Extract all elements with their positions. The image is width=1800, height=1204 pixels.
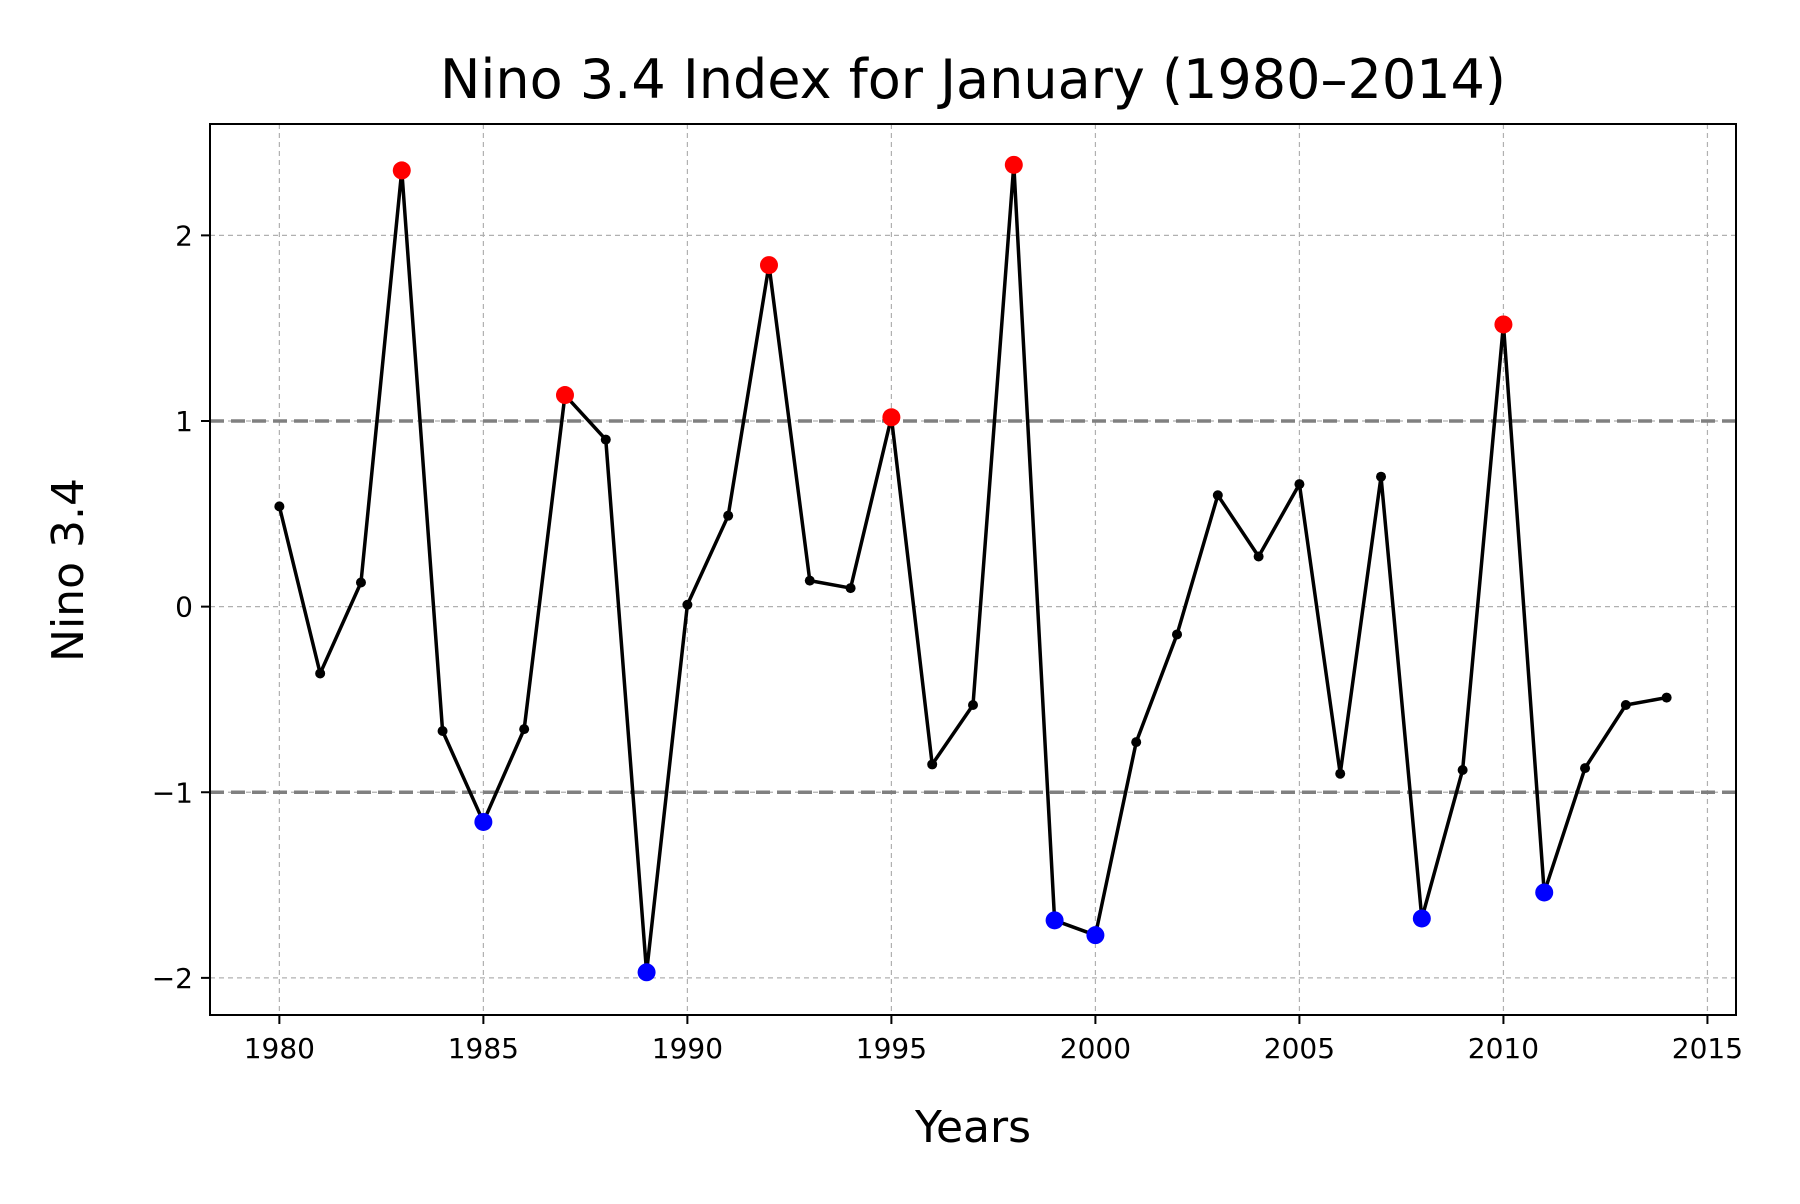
data-point: [1294, 479, 1305, 490]
data-point-la-nina: [474, 812, 493, 831]
data-point-la-nina: [1045, 911, 1064, 930]
series-polyline: [277, 163, 1667, 975]
x-axis-title: Years: [914, 1102, 1031, 1153]
data-point: [1580, 763, 1591, 774]
data-point: [968, 700, 978, 711]
data-point: [1131, 737, 1142, 748]
x-tick-label: 1995: [856, 1032, 927, 1065]
plot-frame: [209, 123, 1737, 1016]
y-tick-label: 2: [175, 219, 193, 252]
x-tick-label: 2005: [1264, 1032, 1335, 1065]
data-point: [355, 577, 366, 588]
data-point-el-nino: [555, 386, 574, 405]
data-point-la-nina: [1086, 926, 1105, 945]
data-point: [845, 583, 856, 594]
data-point: [1457, 764, 1468, 775]
data-point: [723, 510, 734, 521]
data-point: [274, 501, 285, 512]
data-point: [600, 434, 611, 445]
data-point-la-nina: [637, 963, 656, 982]
data-point-el-nino: [882, 408, 901, 427]
y-ticks: −2 −1 0 1 2: [152, 219, 210, 995]
data-point-el-nino: [392, 161, 411, 180]
data-point: [1253, 551, 1264, 562]
data-point: [1620, 700, 1631, 711]
data-points: [274, 155, 1672, 982]
chart-title: Nino 3.4 Index for January (1980–2014): [440, 48, 1506, 111]
data-point-el-nino: [1004, 155, 1023, 174]
x-tick-label: 2000: [1060, 1032, 1131, 1065]
data-point: [1335, 768, 1346, 779]
data-point-el-nino: [1494, 315, 1513, 334]
data-point: [682, 599, 693, 610]
y-tick-label: 1: [175, 405, 193, 438]
x-tick-label: 2015: [1672, 1032, 1743, 1065]
data-point: [1172, 629, 1183, 640]
x-tick-label: 1985: [448, 1032, 519, 1065]
data-point: [1212, 490, 1223, 501]
x-tick-label: 2010: [1468, 1032, 1539, 1065]
data-point: [519, 724, 530, 735]
data-point: [1376, 471, 1387, 482]
data-point-el-nino: [759, 256, 778, 275]
series-line: [277, 163, 1667, 975]
y-tick-label: 0: [175, 591, 193, 624]
data-point: [804, 575, 815, 586]
data-point-la-nina: [1535, 883, 1554, 902]
grid: [210, 124, 1736, 1015]
y-tick-label: −1: [152, 776, 193, 809]
y-tick-label: −2: [152, 962, 193, 995]
x-tick-label: 1990: [652, 1032, 723, 1065]
threshold-lines: [210, 419, 1736, 794]
data-point: [927, 759, 938, 770]
data-point: [315, 668, 326, 679]
x-ticks: 1980 1985 1990 1995 2000 2005 2010 2015: [244, 1015, 1743, 1065]
data-point-la-nina: [1412, 909, 1431, 928]
data-point: [1661, 692, 1672, 703]
data-point: [437, 725, 448, 736]
x-tick-label: 1980: [244, 1032, 315, 1065]
y-axis-title: Nino 3.4: [43, 478, 94, 662]
